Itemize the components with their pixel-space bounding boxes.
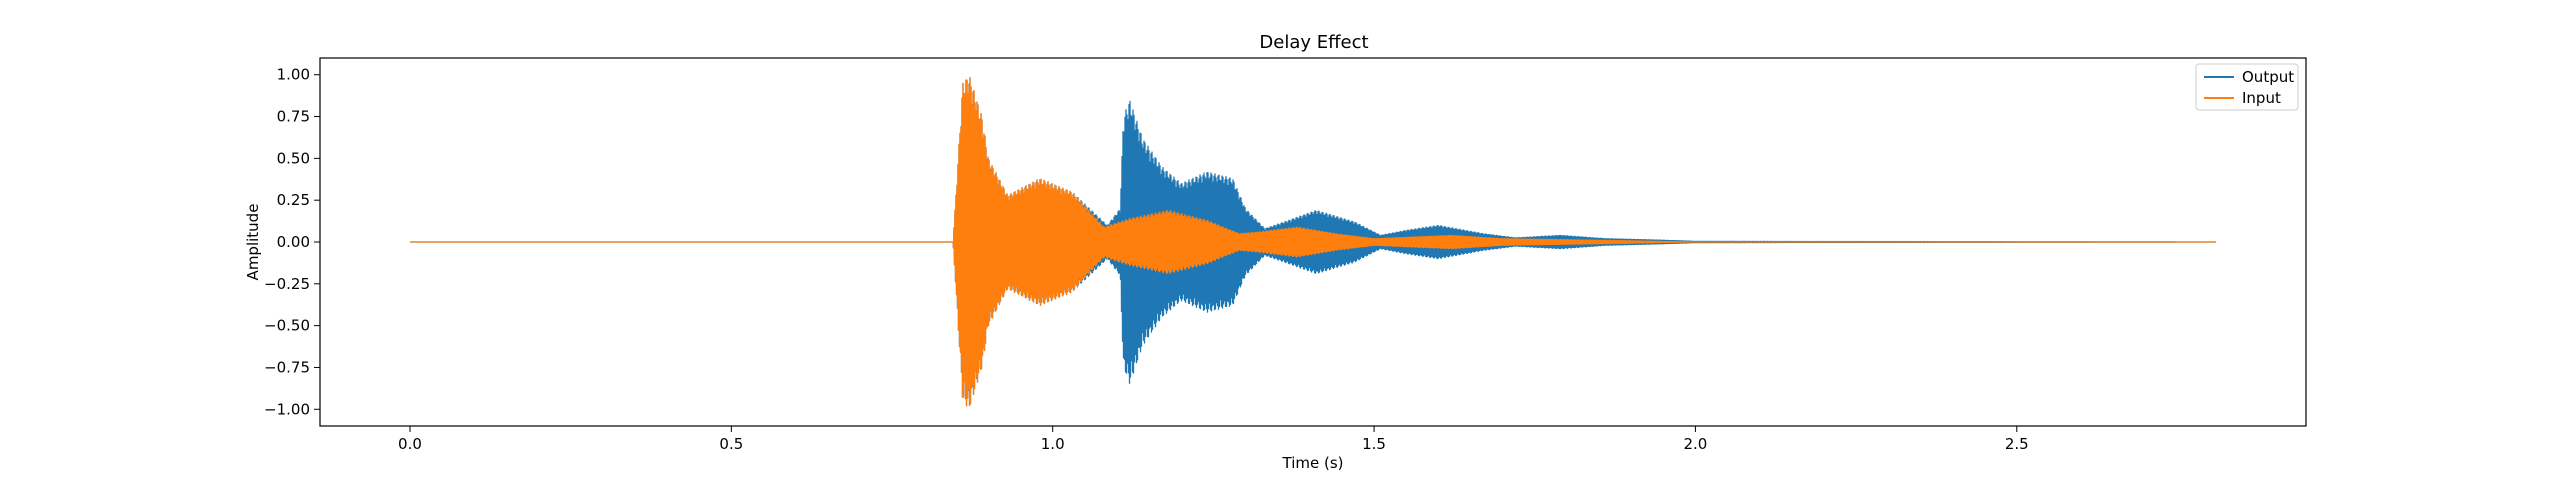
y-tick-label: 0.25	[277, 191, 310, 209]
legend: Output Input	[2195, 63, 2299, 111]
x-tick-label: 2.0	[1683, 435, 1707, 453]
series-layer	[409, 76, 2217, 407]
x-tick-label: 0.0	[398, 435, 422, 453]
legend-label-input: Input	[2242, 89, 2281, 107]
y-tick-label: 0.00	[277, 233, 310, 251]
y-tick-label: 0.50	[277, 149, 310, 167]
chart-title: Delay Effect	[1259, 32, 1368, 53]
y-tick-label: 0.75	[277, 108, 310, 126]
y-tick-label: −0.25	[264, 275, 310, 293]
x-tick-label: 1.0	[1041, 435, 1065, 453]
y-tick-label: 1.00	[277, 66, 310, 84]
x-tick-label: 0.5	[719, 435, 743, 453]
x-axis-label: Time (s)	[1282, 454, 1344, 472]
y-tick-label: −0.50	[264, 317, 310, 335]
x-axis: 0.0 0.5 1.0 1.5 2.0 2.5	[398, 426, 2029, 453]
series-line-input	[409, 77, 2217, 407]
x-tick-label: 2.5	[2005, 435, 2029, 453]
y-axis: 1.00 0.75 0.50 0.25 0.00 −0.25 −0.50 −0.75 −1.00	[264, 66, 320, 418]
y-axis-label: Amplitude	[244, 204, 262, 281]
y-tick-label: −1.00	[264, 400, 310, 418]
y-tick-label: −0.75	[264, 358, 310, 376]
plot-area	[319, 57, 2307, 427]
legend-label-output: Output	[2242, 68, 2294, 86]
x-tick-label: 1.5	[1362, 435, 1386, 453]
